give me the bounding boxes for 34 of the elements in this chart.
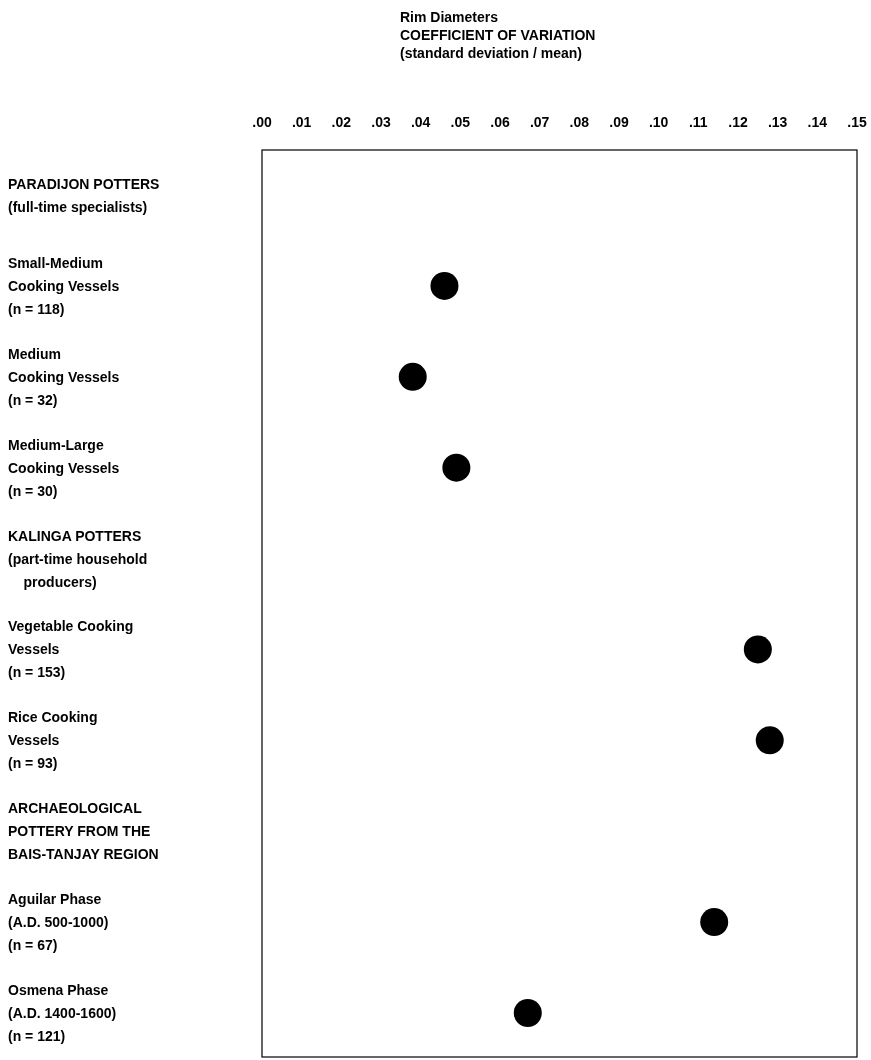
x-tick-label: .03	[371, 114, 391, 130]
x-tick-label: .07	[529, 114, 550, 130]
y-tick-label: Small-Medium Cooking Vessels (n = 118)	[8, 254, 120, 317]
y-tick-label: Aguilar Phase (A.D. 500-1000) (n = 67)	[8, 891, 109, 954]
point	[398, 362, 427, 391]
y-tick-label: Vegetable Cooking Vessels (n = 153)	[8, 618, 134, 681]
x-tick-label: .04	[410, 114, 431, 130]
x-tick-label: .10	[648, 114, 669, 130]
y-tick-label: PARADIJON POTTERS (full-time specialists)	[8, 175, 160, 215]
x-tick-label: .14	[807, 114, 828, 130]
x-tick-label: .11	[688, 114, 708, 130]
y-tick-label: Osmena Phase (A.D. 1400-1600) (n = 121)	[8, 982, 117, 1044]
x-tick-label: .02	[331, 114, 352, 130]
x-tick-label: .06	[490, 114, 510, 130]
point	[700, 908, 729, 937]
point	[430, 271, 459, 300]
chart-title: Rim Diameters COEFFICIENT OF VARIATION (standard deviation / mean)	[400, 9, 596, 61]
point	[442, 453, 471, 482]
x-tick-label: .05	[450, 114, 471, 130]
x-tick-label: .01	[291, 114, 312, 130]
y-tick-label: Medium-Large Cooking Vessels (n = 30)	[8, 436, 120, 499]
y-tick-label: KALINGA POTTERS (part-time household producers)	[8, 527, 148, 590]
y-tick-label: Medium Cooking Vessels (n = 32)	[8, 345, 120, 408]
y-tick-label: Rice Cooking Vessels (n = 93)	[8, 709, 98, 772]
x-tick-label: .12	[728, 114, 748, 130]
x-tick-label: .00	[252, 114, 272, 130]
y-tick-label: ARCHAEOLOGICAL POTTERY FROM THE BAIS-TANJAY REGION	[8, 800, 159, 863]
x-tick-label: .09	[609, 114, 629, 130]
point	[755, 726, 784, 755]
point	[743, 635, 772, 664]
x-tick-label: .08	[569, 114, 590, 130]
x-tick-label: .13	[767, 114, 788, 130]
point	[513, 999, 542, 1027]
x-tick-label: .15	[847, 114, 867, 130]
